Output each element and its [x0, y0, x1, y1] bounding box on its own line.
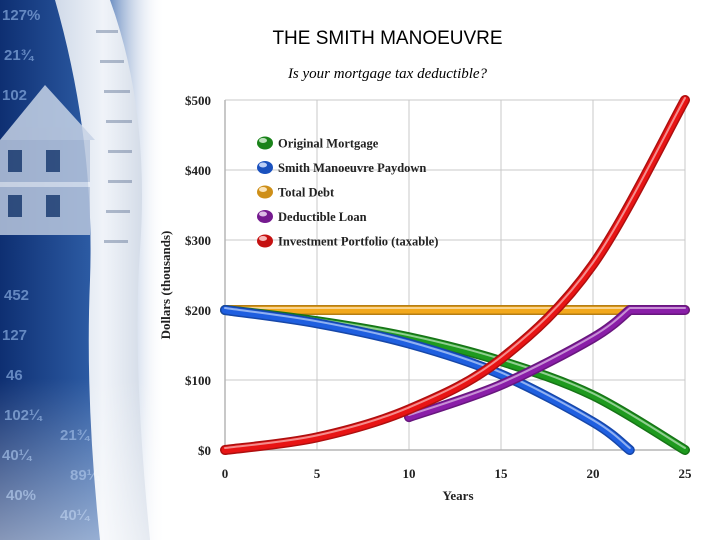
- series-line-smith-manoeuvre-paydown-fill: [221, 306, 634, 454]
- y-tick-label: $200: [185, 303, 211, 318]
- mortgage-chart: 0 5 10 15 20 25 $0 $100 $200 $300 $400 $500 Years Dol…: [158, 93, 693, 503]
- legend-marker-shine-investment-portfolio-taxable: [259, 236, 267, 241]
- legend-label-deductible-loan: Deductible Loan: [278, 210, 367, 224]
- slide-subtitle: Is your mortgage tax deductible?: [287, 66, 488, 82]
- x-tick-label: 5: [314, 466, 321, 481]
- y-tick-label: $300: [185, 233, 211, 248]
- legend-marker-shine-original-mortgage: [259, 138, 267, 143]
- x-tick-label: 10: [403, 466, 416, 481]
- x-tick-label: 0: [222, 466, 229, 481]
- legend-label-total-debt: Total Debt: [278, 186, 335, 200]
- y-tick-label: $500: [185, 93, 211, 108]
- legend-marker-shine-smith-manoeuvre-paydown: [259, 162, 267, 168]
- series-line-smith-manoeuvre-paydown-highlight: [224, 307, 631, 449]
- x-axis-label: Years: [442, 488, 473, 503]
- legend-label-smith-manoeuvre-paydown: Smith Manoeuvre Paydown: [278, 161, 426, 175]
- legend-marker-shine-deductible-loan: [259, 211, 267, 217]
- legend-label-original-mortgage: Original Mortgage: [278, 137, 379, 151]
- series-line-investment-portfolio-taxable-fill: [221, 96, 689, 454]
- y-axis-label: Dollars (thousands): [158, 231, 173, 340]
- y-tick-label: $0: [198, 443, 211, 458]
- y-tick-label: $100: [185, 373, 211, 388]
- y-tick-label: $400: [185, 163, 211, 178]
- series-line-investment-portfolio-taxable-highlight: [224, 97, 686, 449]
- series-line-deductible-loan-highlight: [408, 307, 686, 417]
- x-tick-label: 25: [679, 466, 693, 481]
- legend-label-investment-portfolio-taxable: Investment Portfolio (taxable): [278, 235, 438, 249]
- series-line-deductible-loan-fill: [405, 306, 689, 421]
- slide-title: THE SMITH MANOEUVRE: [272, 28, 503, 49]
- legend-marker-shine-total-debt: [259, 187, 267, 192]
- x-tick-label: 20: [587, 466, 600, 481]
- x-tick-label: 15: [495, 466, 509, 481]
